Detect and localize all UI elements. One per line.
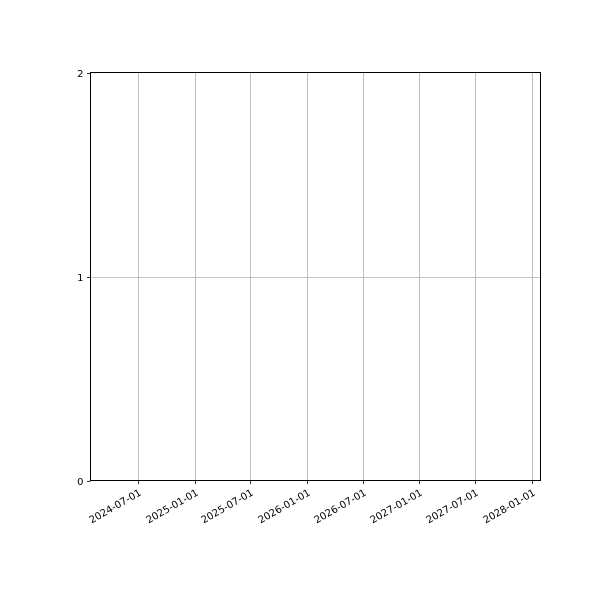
x-tick-label: 2027-01-01 — [369, 488, 425, 527]
y-axis: 0 1 2 — [77, 69, 91, 488]
x-tick-label: 2026-01-01 — [257, 488, 313, 527]
x-tick-label: 2024-07-01 — [88, 488, 144, 527]
y-tick-label: 0 — [77, 477, 83, 488]
y-tick-label: 1 — [77, 273, 83, 284]
y-tick-label: 2 — [77, 69, 83, 80]
x-tick-label: 2027-07-01 — [425, 488, 481, 527]
x-axis: 2024-07-01 2025-01-01 2025-07-01 2026-01-01… — [88, 480, 538, 527]
x-tick-label: 2028-01-01 — [482, 488, 538, 527]
x-tick-label: 2026-07-01 — [313, 488, 369, 527]
x-tick-label: 2025-07-01 — [200, 488, 256, 527]
plot-area-frame — [90, 72, 541, 481]
x-tick-label: 2025-01-01 — [145, 488, 201, 527]
grid — [90, 72, 541, 481]
